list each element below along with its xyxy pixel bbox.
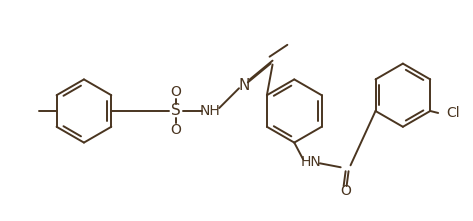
Text: Cl: Cl — [446, 106, 460, 120]
Text: S: S — [171, 103, 181, 118]
Text: O: O — [170, 123, 181, 137]
Text: O: O — [340, 184, 351, 198]
Text: N: N — [238, 78, 250, 93]
Text: O: O — [170, 85, 181, 99]
Text: NH: NH — [200, 104, 221, 118]
Text: HN: HN — [301, 155, 322, 169]
